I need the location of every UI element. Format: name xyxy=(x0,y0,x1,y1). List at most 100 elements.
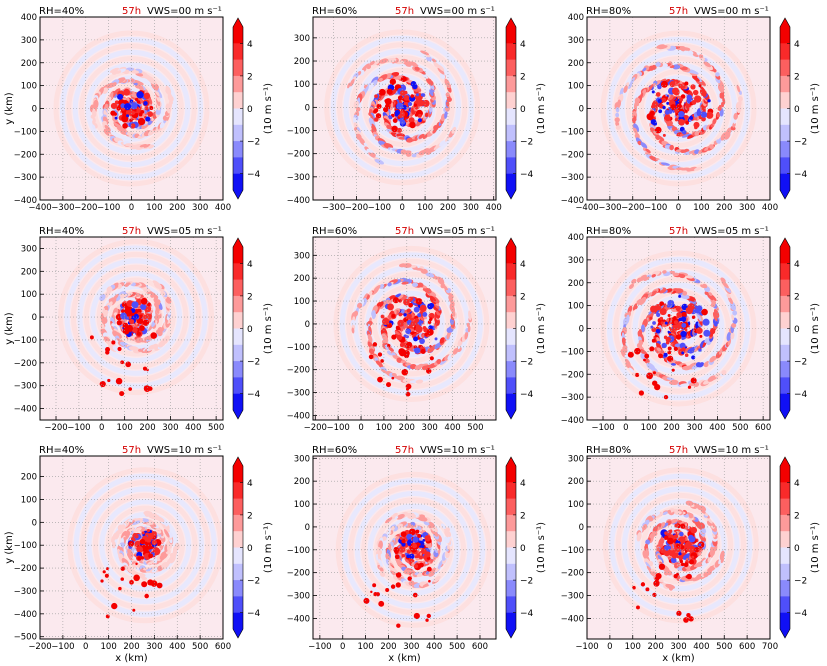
outer-cell xyxy=(370,590,373,594)
colorbar-segment xyxy=(233,514,243,532)
convective-cell xyxy=(414,113,419,117)
outer-cell xyxy=(420,348,426,354)
colorbar-tick-label: 0 xyxy=(520,544,526,554)
convective-cell xyxy=(674,117,679,122)
y-tick-label: −100 xyxy=(561,546,584,556)
y-tick-label: 0 xyxy=(32,313,37,323)
convective-cell xyxy=(141,531,145,535)
rainband-cell xyxy=(115,70,122,74)
convective-cell xyxy=(691,100,697,105)
colorbar-segment xyxy=(780,108,790,126)
convective-cell xyxy=(405,328,411,335)
rainband-cell xyxy=(446,101,450,107)
rainband-cell xyxy=(662,511,668,516)
convective-cell xyxy=(651,90,655,94)
x-tick-label: 300 xyxy=(192,203,208,213)
outer-cell xyxy=(99,380,106,388)
convective-cell xyxy=(403,298,410,306)
colorbar-tick-label: 4 xyxy=(247,40,253,50)
convective-cell xyxy=(426,328,434,336)
outer-cell xyxy=(683,617,689,623)
wave-ring xyxy=(606,256,751,401)
convective-cell xyxy=(668,109,673,114)
convective-cell xyxy=(698,348,702,352)
rainband-cell xyxy=(467,325,471,333)
rainband-cell xyxy=(715,77,721,84)
wave-ring xyxy=(59,36,204,181)
colorbar-segment xyxy=(780,295,790,313)
convective-cell xyxy=(412,543,418,549)
rainband-cell xyxy=(666,377,675,381)
colorbar-tick-label: −4 xyxy=(247,170,261,180)
rainband-cell xyxy=(372,60,380,66)
y-tick-label: 100 xyxy=(21,82,37,92)
colorbar-segment xyxy=(506,157,516,175)
x-tick-label: −100 xyxy=(326,423,349,433)
colorbar-segment xyxy=(233,612,243,630)
convective-cell xyxy=(664,321,668,325)
panel-frame xyxy=(586,455,771,640)
convective-cell xyxy=(138,112,143,117)
y-tick-label: 200 xyxy=(21,59,37,69)
outer-cell xyxy=(141,581,148,588)
convective-cell xyxy=(663,335,668,340)
outer-cell xyxy=(377,352,383,357)
outer-cell xyxy=(156,582,163,589)
rainband-cell xyxy=(375,305,381,315)
colorbar-segment xyxy=(506,482,516,499)
rainband-cell xyxy=(418,133,425,139)
rainband-cell xyxy=(368,348,375,355)
rainband-cell xyxy=(720,277,726,283)
colorbar-top-arrow xyxy=(233,238,243,247)
rainband-cell xyxy=(668,96,677,102)
x-tick-label: 0 xyxy=(83,642,88,652)
y-tick-label: −100 xyxy=(14,336,37,346)
rainband-cell xyxy=(672,272,680,277)
outer-cell xyxy=(687,385,692,389)
colorbar-segment xyxy=(233,108,243,126)
x-tick-label: −200 xyxy=(621,203,644,213)
convective-cell xyxy=(678,118,685,126)
colorbar-outline xyxy=(232,456,244,639)
rainband-cell xyxy=(379,284,385,290)
outer-cell xyxy=(401,368,409,376)
convective-cell xyxy=(650,325,654,329)
convective-cell xyxy=(132,327,138,333)
colorbar-top-arrow xyxy=(506,238,516,247)
x-tick-label: −200 xyxy=(28,642,51,652)
rainband-cell xyxy=(420,50,430,56)
convective-cell xyxy=(409,121,416,129)
convective-cell xyxy=(664,115,671,122)
y-tick-label: −200 xyxy=(287,569,310,579)
x-tick-label: 300 xyxy=(403,642,419,652)
rainband-cell xyxy=(378,77,383,83)
rainband-cell xyxy=(456,346,462,352)
colorbar-label: (10 m s⁻¹) xyxy=(263,303,274,354)
convective-cell xyxy=(114,100,119,105)
panel-rh-label: RH=40% xyxy=(39,226,84,237)
outer-cell xyxy=(119,391,125,397)
y-tick-label: −300 xyxy=(287,389,310,399)
y-tick-label: 300 xyxy=(294,454,310,464)
colorbar-segment xyxy=(233,482,243,499)
convective-cell xyxy=(699,334,703,338)
colorbar-tick-label: 4 xyxy=(247,479,253,489)
rainband-cell xyxy=(414,66,420,71)
colorbar-tick-label: 2 xyxy=(794,292,800,302)
panel-9: −100 0 100 200 300 400 500 600 700−400−300−200−1… xyxy=(561,445,821,664)
x-tick-label: 600 xyxy=(739,642,755,652)
wave-ring xyxy=(628,492,734,598)
convective-cell xyxy=(669,81,676,88)
convective-cell xyxy=(406,549,411,554)
outer-cell xyxy=(380,359,384,363)
panel-vws-label: VWS=00 m s⁻¹ xyxy=(147,6,222,17)
x-tick-label: 400 xyxy=(169,642,185,652)
convective-cell xyxy=(679,531,684,537)
x-tick-label: −300 xyxy=(51,203,74,213)
wave-ring xyxy=(621,486,740,605)
panel-rh-label: RH=60% xyxy=(312,445,357,456)
y-tick-label: 300 xyxy=(568,36,584,46)
outer-cell xyxy=(413,612,420,620)
x-tick-label: −100 xyxy=(368,203,391,213)
colorbar-segment xyxy=(780,596,790,614)
